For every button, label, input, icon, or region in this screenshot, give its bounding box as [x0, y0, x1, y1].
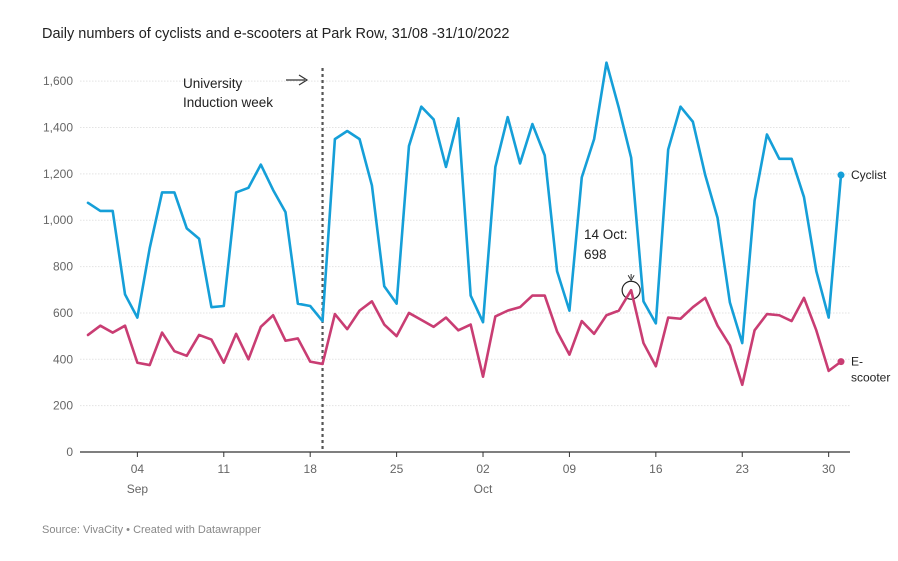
induction-week-annotation: University	[183, 76, 243, 91]
y-tick-label: 600	[53, 306, 73, 320]
series-line-e-scooter	[86, 288, 843, 387]
grid-lines	[80, 80, 850, 453]
x-tick-label: 25	[390, 462, 404, 476]
x-tick-label: 09	[563, 462, 577, 476]
series-label-e-scooter: E-	[851, 355, 863, 369]
y-tick-label: 0	[66, 445, 73, 459]
series-end-point-cyclist	[837, 171, 845, 179]
chart-title: Daily numbers of cyclists and e-scooters…	[42, 26, 510, 42]
source-footer: Source: VivaCity • Created with Datawrap…	[42, 524, 261, 536]
x-tick-month-label: Sep	[127, 482, 149, 496]
x-tick-label: 18	[304, 462, 318, 476]
x-axis-ticks: 04 Sep 11 18 25 02 Oct 09 16 23 30	[127, 452, 836, 496]
series-labels: Cyclist E-scooter	[851, 168, 890, 385]
x-tick-label: 04	[131, 462, 145, 476]
x-tick-label: 23	[736, 462, 750, 476]
peak-arrowhead-icon	[627, 274, 635, 282]
series-line-cyclist	[86, 61, 843, 345]
x-tick-label: 02	[476, 462, 490, 476]
series-label-cyclist: Cyclist	[851, 168, 887, 182]
series-lines	[86, 61, 845, 387]
y-tick-label: 400	[53, 352, 73, 366]
x-tick-label: 30	[822, 462, 836, 476]
y-tick-label: 1,000	[43, 213, 73, 227]
x-tick-label: 16	[649, 462, 663, 476]
y-tick-label: 800	[53, 260, 73, 274]
annotations: University Induction week 14 Oct: 698	[183, 68, 641, 452]
induction-week-annotation: Induction week	[183, 95, 273, 110]
y-tick-label: 200	[53, 399, 73, 413]
series-end-point-e-scooter	[837, 358, 845, 366]
y-tick-label: 1,600	[43, 74, 73, 88]
series-label-e-scooter: scooter	[851, 371, 890, 385]
peak-annotation-text: 698	[584, 247, 607, 262]
peak-annotation-text: 14 Oct:	[584, 227, 628, 242]
x-tick-label: 11	[218, 462, 231, 476]
peak-highlight-circle	[621, 280, 641, 300]
annotation-arrow-icon	[298, 74, 309, 86]
y-tick-label: 1,400	[43, 121, 73, 135]
y-axis-ticks: 0 200 400 600 800 1,000 1,200 1,400 1,600	[43, 74, 73, 459]
x-tick-month-label: Oct	[474, 482, 493, 496]
y-tick-label: 1,200	[43, 167, 73, 181]
